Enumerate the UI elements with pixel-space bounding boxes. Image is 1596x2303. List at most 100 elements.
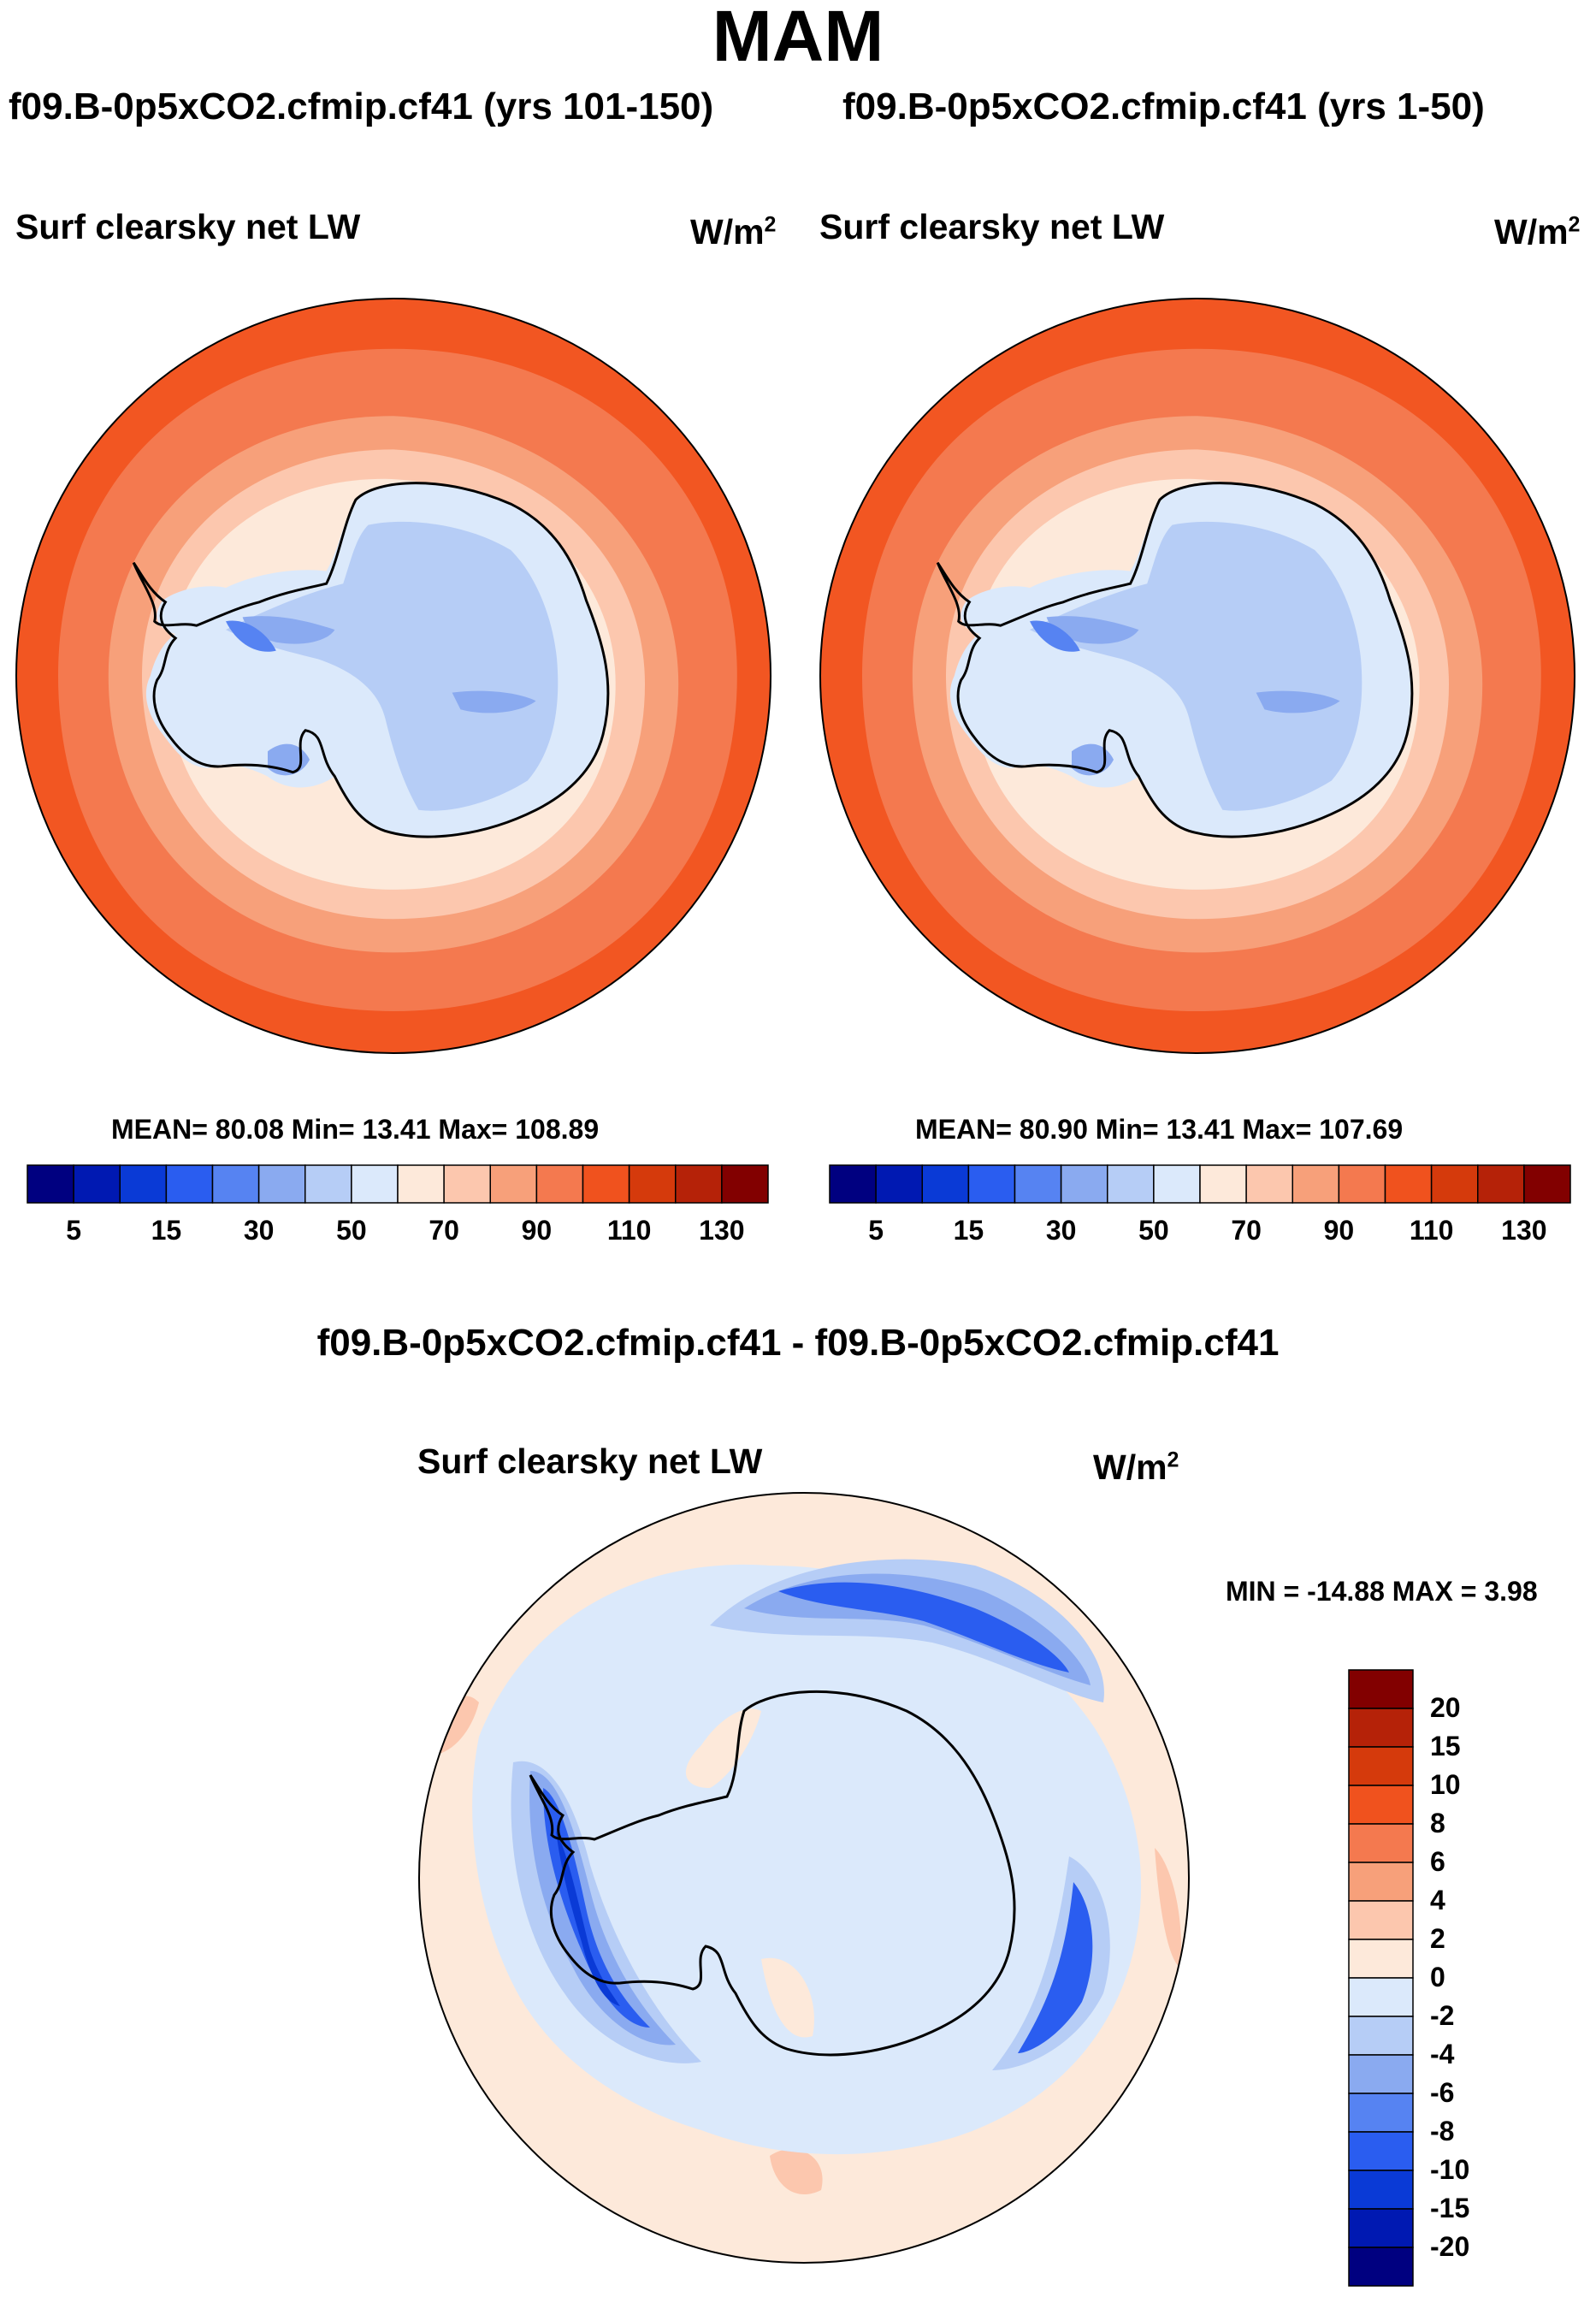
- panel1-colorbar-swatch: [27, 1164, 74, 1204]
- panel1-colorbar: [27, 1164, 769, 1204]
- diff-colorbar-swatch: [1348, 2208, 1414, 2248]
- panel2-colorbar-swatch: [1384, 1164, 1433, 1204]
- panel2-colorbar-tick-label: 70: [1231, 1215, 1262, 1246]
- diff-colorbar-tick-label: -2: [1430, 2000, 1455, 2031]
- panel1-units-label: W/m2: [690, 212, 777, 252]
- diff-colorbar-swatch: [1348, 1708, 1414, 1748]
- panel1-colorbar-tick-label: 70: [429, 1215, 459, 1246]
- panel1-variable-label: Surf clearsky net LW: [15, 207, 361, 246]
- panel1-colorbar-swatch: [489, 1164, 538, 1204]
- panel2-colorbar-swatch: [921, 1164, 970, 1204]
- diff-colorbar-tick-label: -15: [1430, 2193, 1470, 2223]
- panel2-colorbar-swatch: [1060, 1164, 1108, 1204]
- panel1-colorbar-swatch: [165, 1164, 214, 1204]
- panel2-colorbar-tick-label: 130: [1501, 1215, 1547, 1246]
- panel2-colorbar-tick-label: 110: [1409, 1215, 1454, 1246]
- diff-map-border: [418, 1492, 1190, 2264]
- panel2-stats: MEAN= 80.90 Min= 13.41 Max= 107.69: [915, 1114, 1404, 1145]
- panel2-colorbar-swatch: [1107, 1164, 1155, 1204]
- diff-colorbar-tick-label: 0: [1430, 1962, 1445, 1992]
- panel2-variable-label: Surf clearsky net LW: [819, 207, 1165, 246]
- panel1-colorbar-swatch: [351, 1164, 399, 1204]
- panel1-colorbar-swatch: [443, 1164, 491, 1204]
- panel1-colorbar-tick-label: 90: [521, 1215, 553, 1246]
- panel1-colorbar-swatch: [119, 1164, 168, 1204]
- panel1-case-title: f09.B-0p5xCO2.cfmip.cf41 (yrs 101-150): [9, 86, 714, 127]
- panel1-colorbar-swatch: [397, 1164, 445, 1204]
- panel2-case-title: f09.B-0p5xCO2.cfmip.cf41 (yrs 1-50): [842, 86, 1485, 127]
- panel1-colorbar-tick-label: 30: [243, 1215, 275, 1246]
- panel2-map-border: [819, 298, 1575, 1054]
- diff-colorbar-swatch: [1348, 1785, 1414, 1825]
- panel2-map: [820, 299, 1575, 1053]
- panel1-colorbar-swatch: [582, 1164, 630, 1204]
- diff-variable-label: Surf clearsky net LW: [417, 1442, 763, 1481]
- diff-colorbar-tick-label: 4: [1430, 1885, 1445, 1915]
- diff-colorbar-tick-label: -4: [1430, 2039, 1455, 2069]
- diff-colorbar-swatch: [1348, 2247, 1414, 2287]
- diff-colorbar-swatch: [1348, 1939, 1414, 1979]
- diff-colorbar-swatch: [1348, 2131, 1414, 2171]
- panel2-colorbar-tick-label: 5: [868, 1215, 884, 1246]
- panel2-colorbar-swatch: [1199, 1164, 1247, 1204]
- diff-colorbar-tick-label: -6: [1430, 2077, 1455, 2108]
- diff-colorbar-swatch: [1348, 2054, 1414, 2094]
- panel1-map-border: [15, 298, 771, 1054]
- panel2-colorbar-tick-label: 30: [1045, 1215, 1077, 1246]
- panel2-colorbar-swatch: [875, 1164, 923, 1204]
- diff-colorbar-swatch: [1348, 1862, 1414, 1902]
- panel2-colorbar-swatch: [967, 1164, 1016, 1204]
- panel1-colorbar-tick-label: 5: [66, 1215, 82, 1246]
- panel2-colorbar-tick-label: 50: [1138, 1215, 1169, 1246]
- panel1-colorbar-swatch: [211, 1164, 260, 1204]
- panel1-colorbar-swatch: [73, 1164, 121, 1204]
- diff-colorbar-tick-label: 20: [1430, 1692, 1461, 1723]
- panel2-units-label: W/m2: [1494, 212, 1581, 252]
- panel2-colorbar-swatch: [1014, 1164, 1062, 1204]
- main-title: MAM: [712, 0, 884, 76]
- panel2-colorbar-tick-label: 90: [1323, 1215, 1355, 1246]
- panel2-colorbar-swatch: [1292, 1164, 1340, 1204]
- panel2-colorbar-swatch: [1430, 1164, 1479, 1204]
- panel2-colorbar: [829, 1164, 1571, 1204]
- panel2-colorbar-swatch: [1153, 1164, 1201, 1204]
- panel1-colorbar-swatch: [721, 1164, 769, 1204]
- diff-colorbar-swatch: [1348, 1977, 1414, 2017]
- diff-colorbar: [1348, 1669, 1414, 2287]
- panel1-colorbar-swatch: [304, 1164, 352, 1204]
- diff-colorbar-swatch: [1348, 1900, 1414, 1940]
- panel1-colorbar-tick-label: 15: [151, 1215, 182, 1246]
- panel1-colorbar-swatch: [628, 1164, 677, 1204]
- diff-colorbar-tick-label: 8: [1430, 1808, 1445, 1838]
- panel1-colorbar-swatch: [257, 1164, 306, 1204]
- diff-colorbar-swatch: [1348, 2093, 1414, 2133]
- diff-colorbar-swatch: [1348, 2170, 1414, 2210]
- diff-colorbar-tick-label: 10: [1430, 1769, 1461, 1800]
- panel2-colorbar-swatch: [829, 1164, 877, 1204]
- panel1-stats: MEAN= 80.08 Min= 13.41 Max= 108.89: [111, 1114, 600, 1145]
- diff-colorbar-swatch: [1348, 1823, 1414, 1863]
- diff-colorbar-swatch: [1348, 1746, 1414, 1786]
- panel2-colorbar-swatch: [1245, 1164, 1293, 1204]
- diff-colorbar-tick-label: -20: [1430, 2231, 1470, 2262]
- panel2-colorbar-swatch: [1523, 1164, 1571, 1204]
- diff-colorbar-swatch: [1348, 1669, 1414, 1709]
- diff-map: [419, 1493, 1189, 2263]
- panel1-colorbar-tick-label: 130: [699, 1215, 745, 1246]
- panel1-colorbar-swatch: [535, 1164, 584, 1204]
- panel1-colorbar-tick-label: 50: [336, 1215, 367, 1246]
- panel1-colorbar-swatch: [675, 1164, 723, 1204]
- diff-case-title: f09.B-0p5xCO2.cfmip.cf41 - f09.B-0p5xCO2…: [316, 1322, 1280, 1364]
- diff-colorbar-tick-label: 2: [1430, 1923, 1445, 1954]
- diff-colorbar-tick-label: -8: [1430, 2116, 1455, 2146]
- panel2-colorbar-tick-label: 15: [953, 1215, 984, 1246]
- diff-minmax-stats: MIN = -14.88 MAX = 3.98: [1226, 1576, 1538, 1607]
- panel2-colorbar-swatch: [1338, 1164, 1386, 1204]
- panel1-map: [16, 299, 771, 1053]
- diff-units-label: W/m2: [1093, 1448, 1179, 1487]
- panel1-colorbar-tick-label: 110: [606, 1215, 652, 1246]
- diff-colorbar-swatch: [1348, 2016, 1414, 2056]
- diff-colorbar-tick-label: 6: [1430, 1846, 1445, 1877]
- diff-colorbar-tick-label: 15: [1430, 1731, 1461, 1761]
